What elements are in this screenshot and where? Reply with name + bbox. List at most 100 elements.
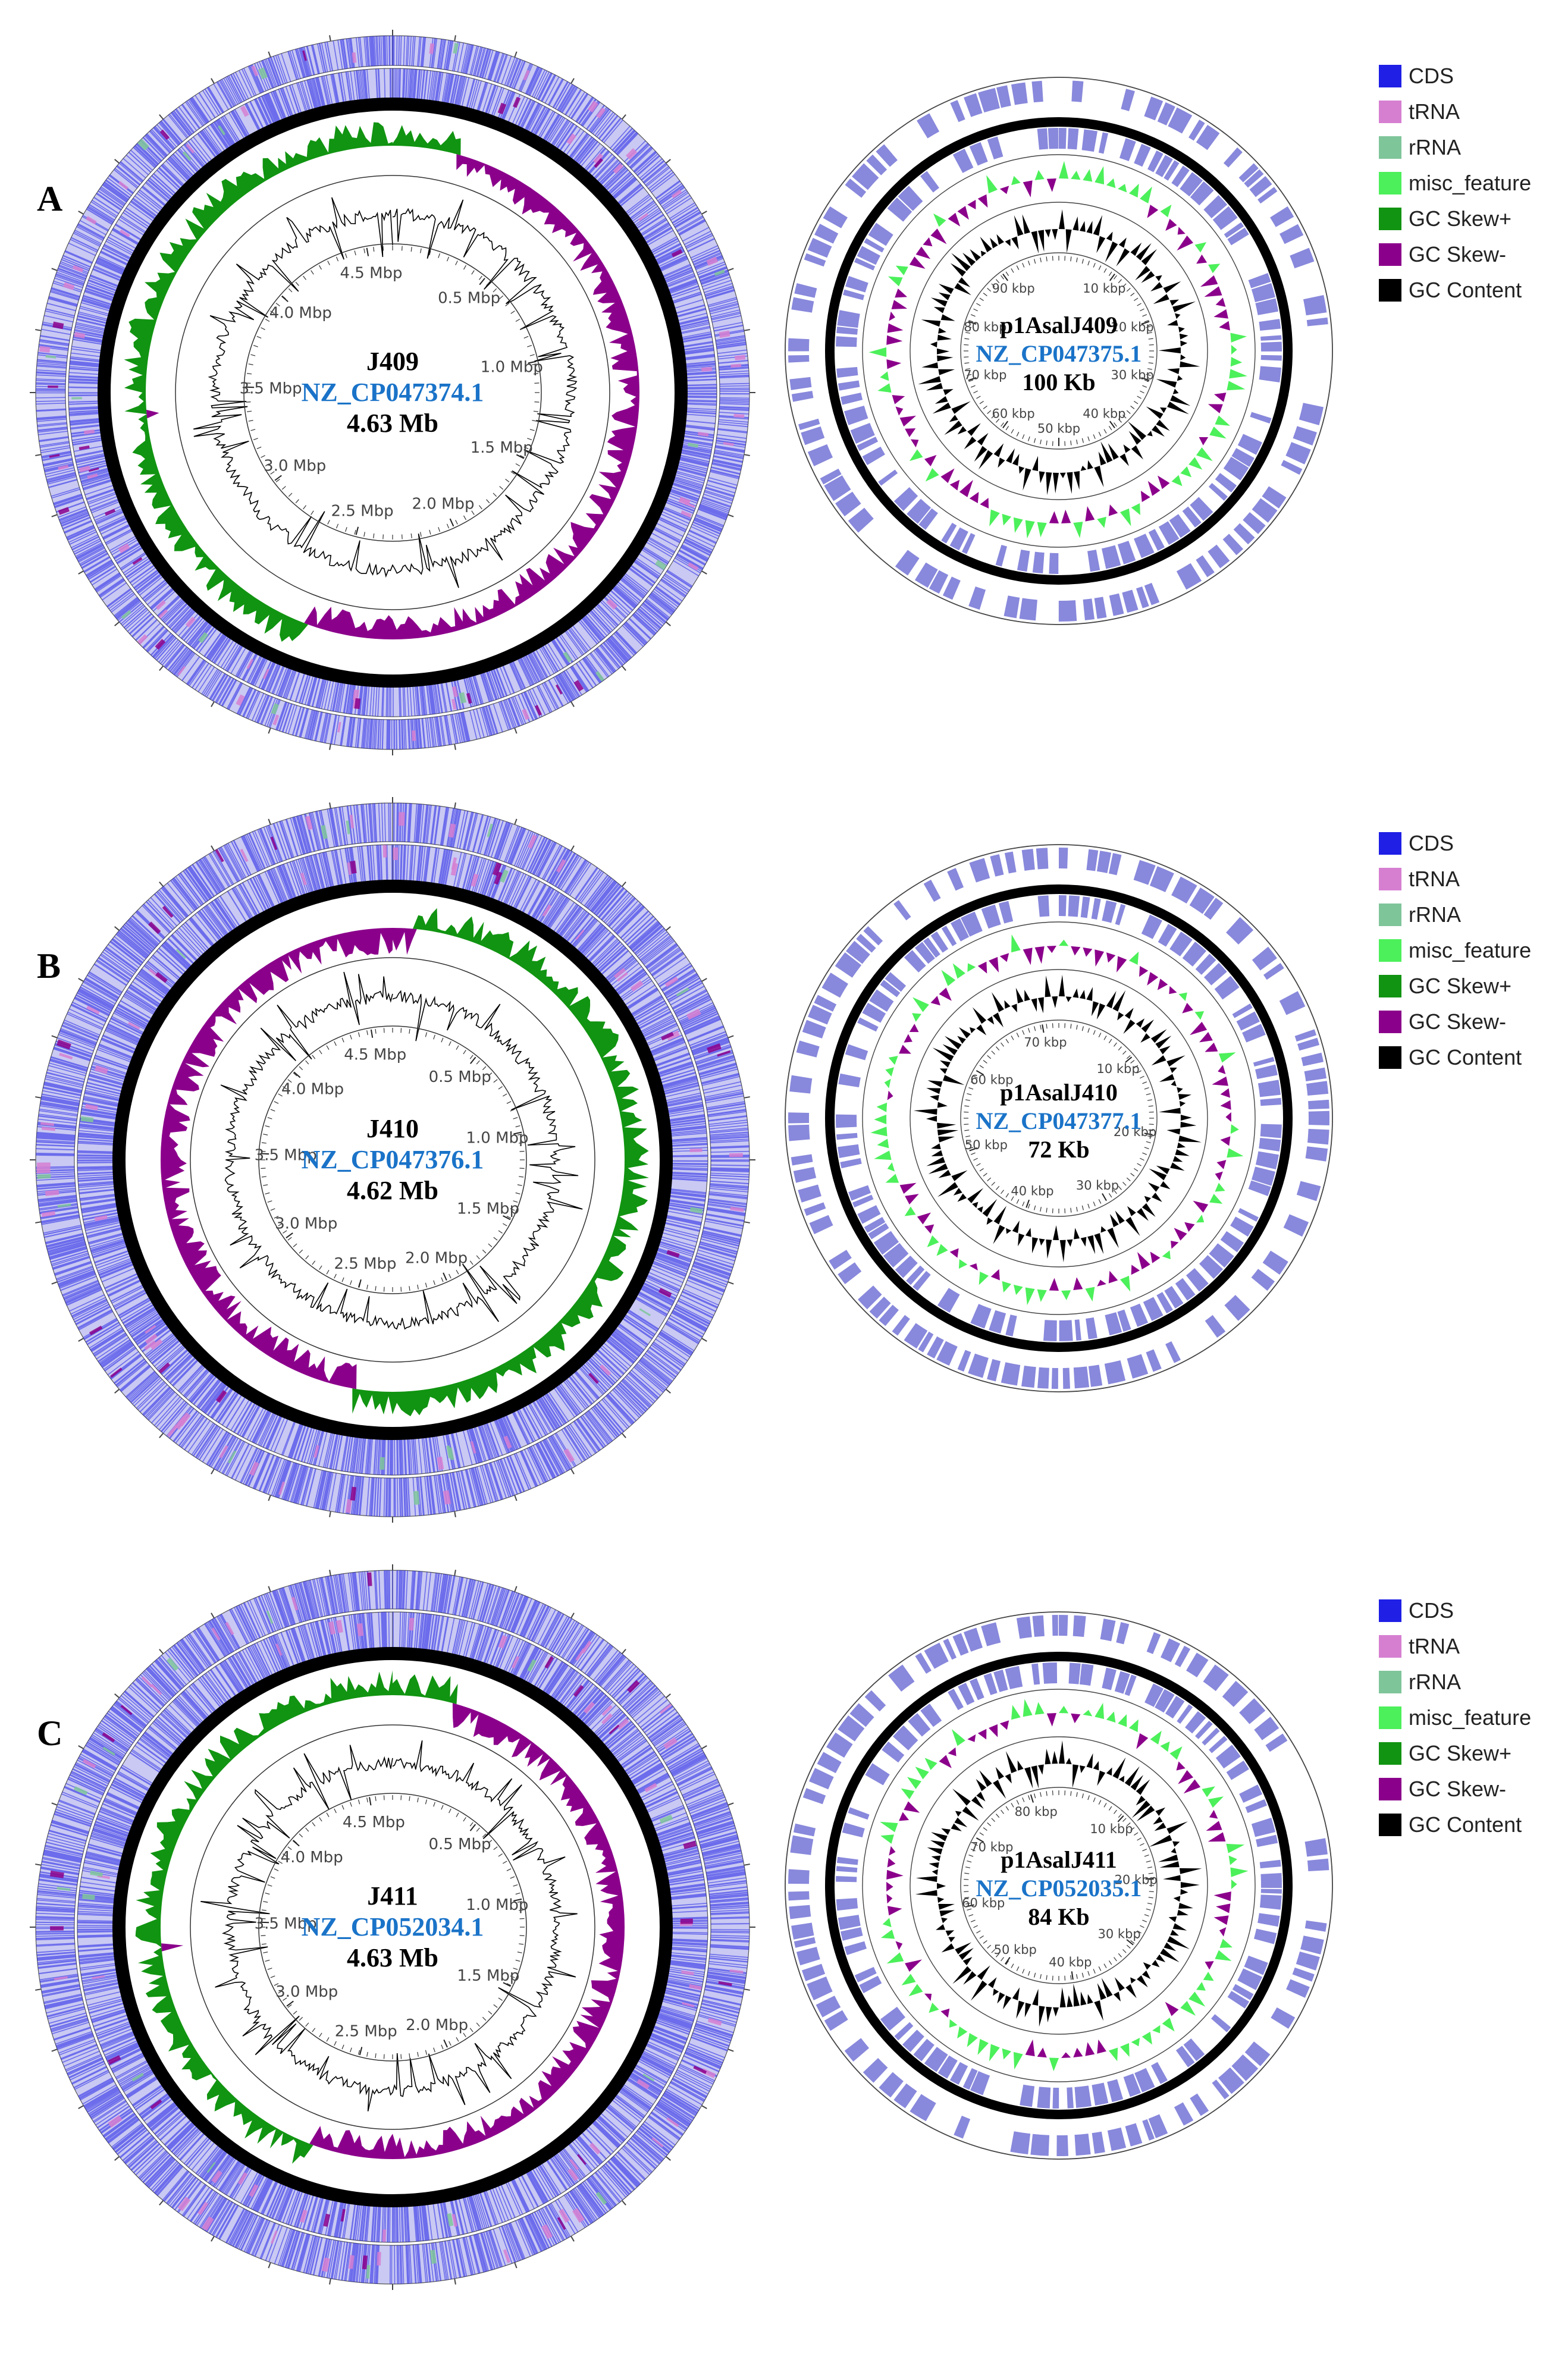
cds-arrow (1067, 128, 1079, 150)
scale-major-tick (443, 1272, 447, 1281)
scale-tick (973, 1075, 978, 1079)
gc-skew-minus (1023, 180, 1033, 197)
plasmid-tick-label: 50 kbp (994, 1943, 1037, 1957)
cds-arrow (1021, 1365, 1036, 1388)
gc-skew-minus (939, 1755, 952, 1768)
gc-skew-plus (912, 1013, 922, 1022)
gc-skew-plus (1034, 170, 1045, 180)
feature-mark (535, 705, 542, 716)
outer-tick (211, 2236, 215, 2242)
feature-mark (127, 1021, 140, 1030)
gc-content-mark (941, 1828, 951, 1835)
cds-arrow (793, 1166, 817, 1183)
gc-content-mark (1038, 230, 1045, 252)
scale-tick (261, 1168, 266, 1169)
cds-arrow (912, 1270, 931, 1291)
scale-tick (1005, 1193, 1009, 1198)
gc-content-mark (1177, 375, 1183, 381)
cds-arrow (1226, 917, 1254, 945)
scale-major-tick (449, 518, 454, 527)
outer-tick (159, 1432, 164, 1438)
scale-tick (506, 1101, 512, 1104)
gc-skew-plus (1162, 1250, 1171, 1260)
cds-arrow (998, 901, 1014, 924)
cds-arrow (838, 1915, 861, 1930)
scale-major-tick (969, 1147, 978, 1152)
scale-tick (1148, 1872, 1153, 1874)
cds-arrow (880, 980, 901, 997)
gc-skew-plus (1083, 1709, 1093, 1717)
feature-mark (337, 721, 341, 733)
scale-tick (1147, 1135, 1153, 1137)
cds-arrow (958, 1683, 975, 1705)
scale-tick (479, 275, 482, 280)
cds-arrow (1125, 2123, 1143, 2147)
gc-content-mark (1024, 2003, 1031, 2018)
gc-skew-minus (1139, 965, 1149, 977)
gc-skew-plus (1188, 457, 1203, 470)
cds-arrow (898, 186, 923, 211)
cds-arrow (892, 1315, 910, 1336)
scale-tick (1034, 1026, 1036, 1031)
cds-arrow (869, 989, 894, 1012)
cds-arrow (1188, 120, 1205, 141)
gc-skew-plus (952, 963, 965, 979)
gc-skew-minus (924, 1224, 934, 1234)
feature-mark (409, 1617, 415, 1631)
scale-tick (983, 1173, 987, 1177)
cds-arrow (1227, 1991, 1250, 2009)
gc-content-mark (927, 1080, 943, 1087)
cds-arrow (1161, 1638, 1181, 1662)
scale-tick (964, 1130, 970, 1131)
scale-major-tick (528, 360, 537, 364)
cds-arrow (1058, 600, 1077, 622)
scale-tick (1022, 1797, 1025, 1802)
scale-tick (1093, 1030, 1096, 1035)
gc-skew-minus (924, 1993, 932, 2001)
gc-skew-plus (909, 449, 923, 462)
cds-arrow (848, 1807, 870, 1820)
feature-mark (714, 269, 725, 277)
gc-content-mark (931, 1855, 941, 1862)
legend-swatch (1379, 1599, 1401, 1622)
cds-arrow (1180, 172, 1203, 197)
outer-tick (744, 1864, 750, 1866)
scale-tick (341, 1805, 344, 1810)
gc-content-mark (1158, 347, 1181, 354)
cds-arrow (788, 1124, 810, 1141)
feature-mark (451, 686, 458, 698)
cds-arrow (964, 93, 983, 117)
scale-tick (265, 1125, 270, 1128)
legend-label: CDS (1409, 64, 1454, 88)
legend-label: misc_feature (1409, 171, 1532, 195)
outer-tick (51, 2048, 58, 2052)
outer-tick (51, 514, 58, 517)
scale-tick (1034, 259, 1036, 264)
scale-tick (1103, 1036, 1107, 1040)
gc-skew-minus (1213, 1891, 1231, 1902)
scale-tick (1144, 1855, 1149, 1857)
cds-arrow (915, 1652, 932, 1674)
gc-content-mark (1160, 1948, 1180, 1963)
cds-arrow (1304, 1920, 1327, 1932)
scale-tick (350, 1034, 352, 1040)
scale-tick (334, 2041, 337, 2046)
feature-mark (659, 1703, 672, 1714)
cds-arrow (1259, 366, 1281, 382)
gc-skew-minus (1205, 1961, 1214, 1970)
gc-content-mark (982, 1199, 998, 1217)
cds-arrow (791, 1154, 813, 1166)
gc-content-mark (1141, 249, 1158, 265)
gc-skew-plus (1013, 1284, 1023, 1295)
feature-mark (451, 698, 457, 710)
scale-tick (964, 1124, 969, 1125)
gc-content-mark (1160, 1181, 1171, 1190)
gc-content-mark (932, 402, 951, 414)
scale-tick (967, 374, 972, 376)
scale-tick (1040, 1024, 1042, 1030)
scale-tick (265, 1892, 270, 1895)
gc-skew-minus (1023, 948, 1033, 965)
gc-content-mark (1130, 1775, 1144, 1791)
cds-arrow (1134, 143, 1151, 167)
legend-item-trna: tRNA (1379, 94, 1531, 130)
